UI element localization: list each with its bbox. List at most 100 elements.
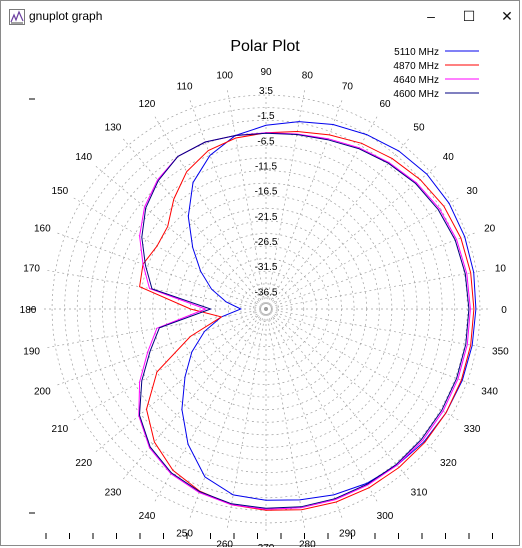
radial-tick-label: -16.5 xyxy=(255,187,278,198)
close-button[interactable]: ✕ xyxy=(487,1,522,31)
grid-spoke xyxy=(153,114,267,310)
grid-spoke xyxy=(265,114,379,310)
angle-tick-label: 70 xyxy=(342,81,354,92)
grid-spoke xyxy=(265,308,487,349)
angle-tick-label: 140 xyxy=(75,152,92,163)
angle-tick-label: 50 xyxy=(413,123,425,134)
legend-label: 4600 MHz xyxy=(393,89,439,100)
grid-spoke xyxy=(265,308,477,386)
radial-tick-label: -6.5 xyxy=(257,136,275,147)
radial-tick-label: -36.5 xyxy=(255,287,278,298)
grid-spoke xyxy=(55,308,267,386)
title-bar[interactable]: gnuplot graph – ☐ ✕ xyxy=(1,1,519,31)
series-line xyxy=(181,121,477,501)
legend-label: 4870 MHz xyxy=(393,61,439,72)
angle-tick-label: 60 xyxy=(379,99,391,110)
grid-circle xyxy=(227,270,305,348)
grid-spoke xyxy=(226,308,267,530)
angle-tick-label: 180 xyxy=(20,305,37,316)
grid-spoke xyxy=(71,196,267,310)
grid-spoke xyxy=(189,308,267,520)
legend-label: 5110 MHz xyxy=(394,47,439,58)
grid-circle xyxy=(102,145,430,473)
angle-tick-label: 190 xyxy=(23,346,40,357)
grid-spoke xyxy=(226,88,267,310)
angle-tick-label: 160 xyxy=(34,224,51,235)
angle-tick-label: 310 xyxy=(411,487,428,498)
angle-tick-label: 100 xyxy=(216,71,233,82)
grid-spoke xyxy=(189,98,267,310)
angle-tick-label: 40 xyxy=(443,152,455,163)
grid-spoke xyxy=(265,308,438,454)
grid-spoke xyxy=(265,308,379,504)
grid-circle xyxy=(76,119,456,499)
grid-spoke xyxy=(121,308,267,481)
angle-tick-label: 0 xyxy=(501,305,507,316)
series-curves xyxy=(138,121,477,511)
legend: 5110 MHz 4870 MHz 4640 MHz 4600 MHz xyxy=(393,47,479,100)
grid-spoke xyxy=(265,196,461,310)
grid-spoke xyxy=(265,308,306,530)
grid-spoke xyxy=(94,164,267,310)
series-line xyxy=(138,132,471,510)
angle-tick-label: 20 xyxy=(484,224,496,235)
gnuplot-app-icon xyxy=(9,9,25,25)
legend-label: 4640 MHz xyxy=(393,75,439,86)
grid-circle xyxy=(202,245,330,373)
angle-tick-label: 250 xyxy=(176,529,193,540)
grid-spoke xyxy=(45,308,267,349)
grid-spoke xyxy=(265,308,411,481)
angle-tick-label: 340 xyxy=(481,386,498,397)
grid-spoke xyxy=(45,269,267,310)
angle-tick-label: 210 xyxy=(52,424,69,435)
angle-tick-label: 330 xyxy=(464,424,481,435)
angle-tick-label: 280 xyxy=(299,539,316,547)
grid-spoke xyxy=(265,269,487,310)
angle-tick-labels: 0 10 20 30 40 50 60 70 80 90 100 110 120 130 140 150 160… xyxy=(20,67,510,547)
grid-circle xyxy=(177,220,355,398)
series-line xyxy=(139,130,475,511)
grid-spoke xyxy=(121,137,267,310)
angle-tick-label: 240 xyxy=(139,511,156,522)
angle-tick-label: 110 xyxy=(177,81,193,92)
angle-tick-label: 320 xyxy=(440,458,457,469)
radial-tick-label: -26.5 xyxy=(255,237,278,248)
window-title: gnuplot graph xyxy=(29,9,103,23)
minimize-button[interactable]: – xyxy=(411,1,451,31)
grid-spoke xyxy=(265,308,461,422)
radial-tick-label: -1.5 xyxy=(257,111,275,122)
minimize-icon: – xyxy=(427,8,435,24)
angle-tick-label: 270 xyxy=(258,543,275,547)
maximize-button[interactable]: ☐ xyxy=(449,1,489,31)
angle-tick-label: 260 xyxy=(216,539,233,547)
grid-spoke xyxy=(265,232,477,310)
angle-tick-label: 350 xyxy=(492,346,509,357)
angle-tick-label: 200 xyxy=(34,386,51,397)
angle-tick-label: 300 xyxy=(377,511,394,522)
angle-tick-label: 130 xyxy=(105,123,122,134)
angle-tick-label: 170 xyxy=(23,264,40,275)
grid-spoke xyxy=(265,137,411,310)
grid-spoke xyxy=(94,308,267,454)
maximize-icon: ☐ xyxy=(462,7,476,24)
grid-spoke xyxy=(265,308,343,520)
angle-tick-label: 90 xyxy=(260,67,272,78)
grid-circle xyxy=(253,296,279,322)
grid-circle xyxy=(51,94,481,524)
polar-grid xyxy=(42,85,490,533)
radial-tick-label: -31.5 xyxy=(255,262,278,273)
angle-tick-label: 120 xyxy=(139,99,156,110)
angle-tick-label: 30 xyxy=(467,186,479,197)
angle-tick-label: 80 xyxy=(302,71,314,82)
grid-spoke xyxy=(71,308,267,422)
close-icon: ✕ xyxy=(501,7,513,24)
polar-plot: Polar Plot 0 10 20 30 40 50 60 70 80 90 100 110 120 1… xyxy=(20,38,510,547)
grid-spoke xyxy=(265,164,438,310)
angle-tick-label: 220 xyxy=(75,458,92,469)
angle-tick-label: 150 xyxy=(52,186,69,197)
radial-tick-label: 3.5 xyxy=(259,86,273,97)
grid-circle xyxy=(127,170,405,448)
angle-tick-label: 10 xyxy=(495,264,507,275)
grid-spoke xyxy=(265,98,343,310)
